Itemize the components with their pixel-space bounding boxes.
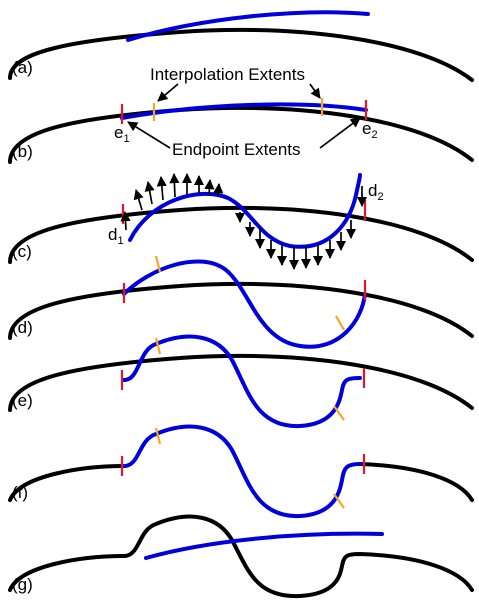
panel-d-interpolation-marker-right [335, 315, 345, 331]
panel-a-curve [8, 28, 474, 82]
endpoint-arrow-right [319, 117, 361, 149]
d1-arrow [120, 210, 131, 231]
panel-a-label: (a) [12, 58, 33, 77]
panel-e-label: (e) [12, 391, 33, 410]
panel-e-curve [8, 354, 474, 412]
panel-g: (g) [8, 514, 474, 599]
panel-c-label: (c) [12, 242, 32, 261]
panel-f-interpolation-marker-right [333, 493, 345, 509]
e1-label: e1 [114, 123, 130, 145]
panel-f-interpolation-marker-left [154, 427, 162, 445]
displacement-arrow-up [156, 175, 167, 201]
panel-e-blue-curve [122, 334, 362, 429]
displacement-arrow-up [144, 180, 155, 205]
panel-d-blue-curve [122, 259, 367, 349]
panel-d: (d) [8, 255, 474, 349]
panel-c: d1 d2 (c) [8, 172, 474, 271]
panel-b: Interpolation Extents Endpoint Extents e… [8, 65, 474, 164]
panel-e-interpolation-marker-right [333, 405, 345, 421]
panel-c-blue-curve [128, 173, 362, 249]
panel-a-blue-segment [126, 10, 370, 42]
displacement-arrow-up [133, 189, 144, 211]
panel-e: (e) [8, 334, 474, 429]
d2-label: d2 [368, 181, 384, 203]
panel-b-label: (b) [12, 142, 33, 161]
panel-d-curve [8, 282, 474, 340]
e2-label: e2 [362, 119, 378, 141]
panel-c-curve [8, 206, 474, 264]
panel-d-interpolation-marker-left [154, 255, 162, 273]
panel-g-blue-segment [144, 531, 384, 560]
interpolation-arrow-left [157, 83, 179, 102]
panel-g-label: (g) [12, 575, 33, 594]
displacement-arrow-up [204, 178, 215, 196]
panel-f-blue-curve [122, 424, 362, 519]
interpolation-arrow-right [309, 83, 321, 99]
d1-label: d1 [108, 225, 124, 247]
displacement-arrow-up [169, 172, 180, 198]
panel-g-curve [8, 514, 474, 599]
endpoint-arrow-left [127, 121, 171, 149]
panel-f-label: (f) [12, 483, 28, 502]
panel-f-curve [8, 464, 126, 502]
displacement-arrow-up [213, 182, 224, 197]
panel-a: (a) [8, 10, 474, 82]
panel-b-blue-segment [120, 102, 368, 120]
endpoint-extents-label: Endpoint Extents [172, 140, 301, 159]
panel-f-curve-right [358, 462, 474, 502]
panel-e-interpolation-marker-left [154, 337, 162, 355]
panel-f: (f) [8, 424, 474, 519]
interpolation-extents-label: Interpolation Extents [150, 65, 305, 84]
panel-d-label: (d) [12, 318, 33, 337]
